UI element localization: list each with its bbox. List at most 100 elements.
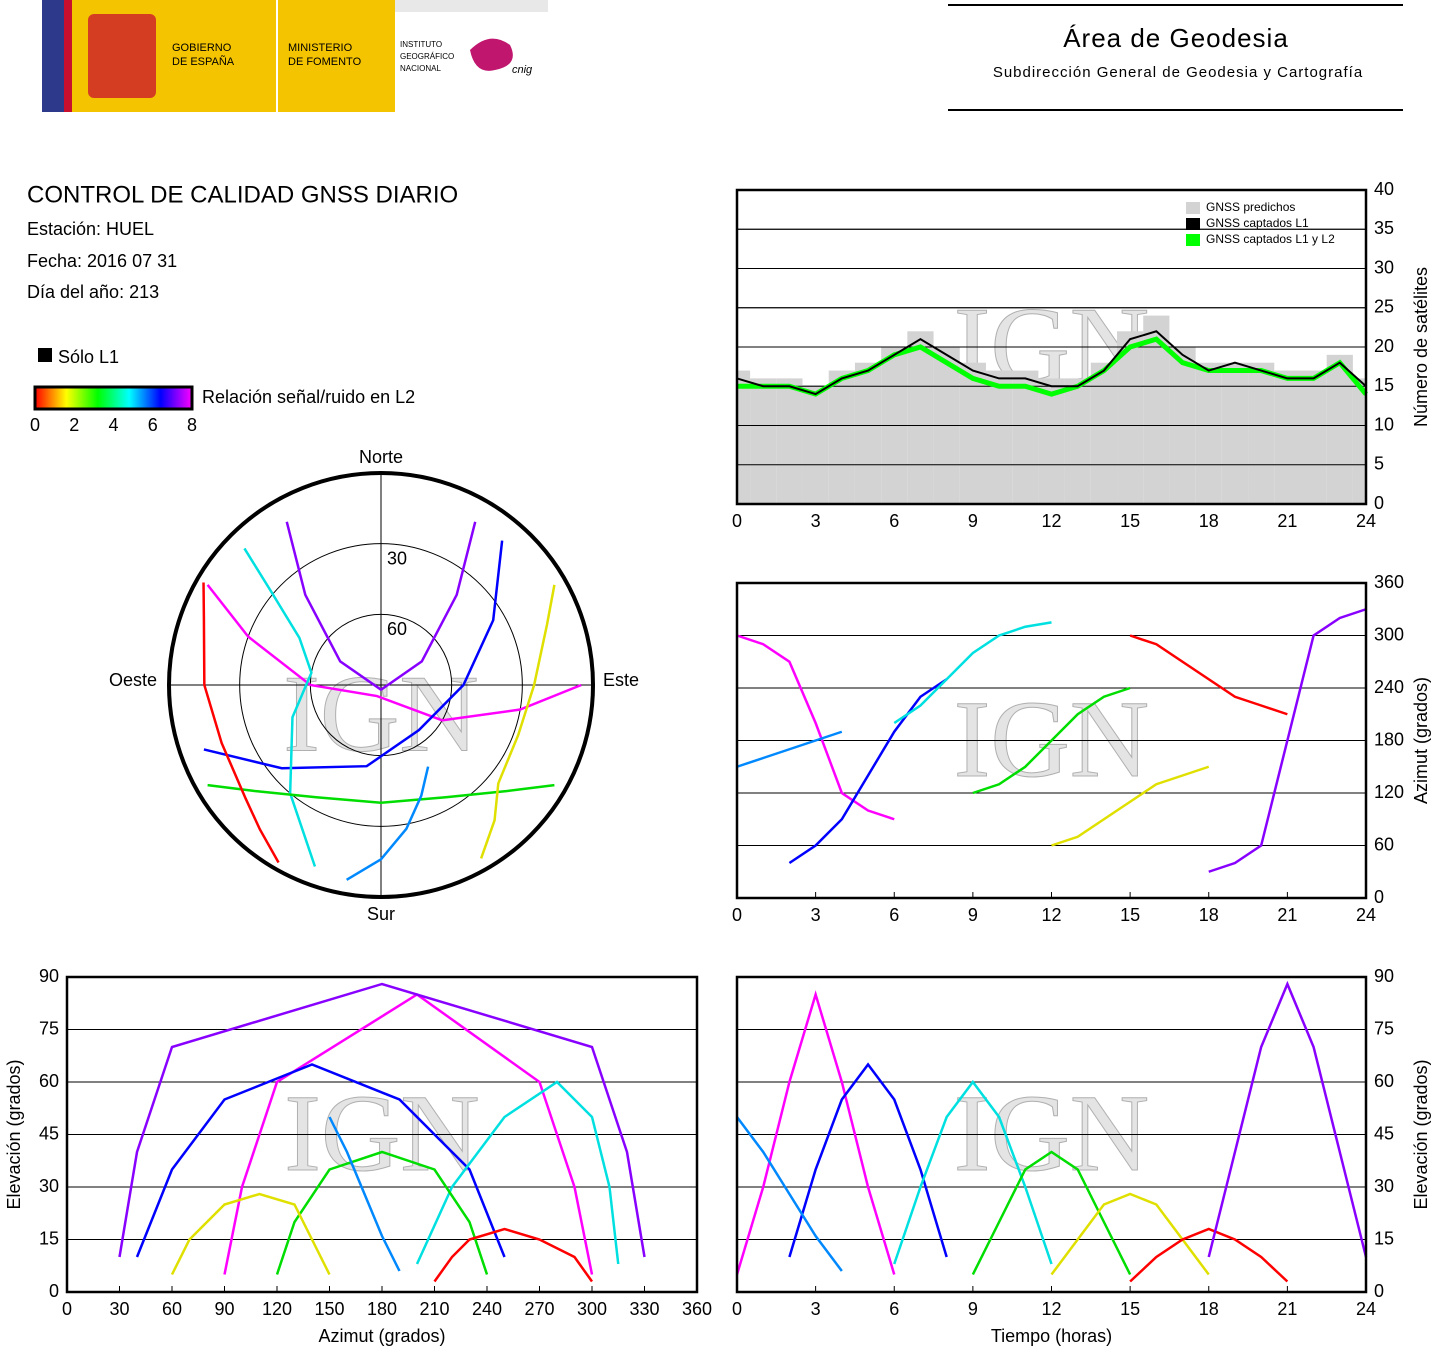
x-tick-label: 15 xyxy=(1120,905,1140,925)
direction-label: Norte xyxy=(359,447,403,467)
logo-block: GOBIERNO DE ESPAÑA MINISTERIO DE FOMENTO… xyxy=(42,0,548,112)
y-tick-label: 30 xyxy=(39,1176,59,1196)
predicted-bar xyxy=(1300,370,1327,504)
sky-track xyxy=(206,584,582,722)
x-tick-label: 150 xyxy=(314,1299,344,1319)
track xyxy=(788,678,948,865)
x-tick-label: 18 xyxy=(1199,511,1219,531)
track xyxy=(135,1063,506,1258)
x-axis-label: Tiempo (horas) xyxy=(991,1326,1112,1346)
colorbar-label: Relación señal/ruido en L2 xyxy=(202,387,415,407)
count-line xyxy=(736,330,1367,396)
predicted-bar xyxy=(1195,362,1222,504)
track xyxy=(1208,608,1367,873)
track xyxy=(893,1079,1053,1265)
x-tick-label: 3 xyxy=(811,905,821,925)
y-tick-label: 0 xyxy=(1374,493,1384,513)
plot-frame xyxy=(735,975,1368,1294)
legend-label: GNSS captados L1 xyxy=(1206,216,1309,230)
logo-text: GOBIERNO xyxy=(172,42,232,54)
track xyxy=(736,634,895,821)
y-tick-label: 5 xyxy=(1374,454,1384,474)
predicted-bar xyxy=(1274,370,1301,504)
y-tick-label: 20 xyxy=(1374,336,1394,356)
y-tick-label: 25 xyxy=(1374,297,1394,317)
predicted-bar xyxy=(985,370,1013,504)
x-tick-label: 12 xyxy=(1041,511,1061,531)
l1-swatch xyxy=(38,348,52,362)
x-tick-label: 18 xyxy=(1199,905,1219,925)
predicted-bar xyxy=(1012,370,1039,504)
y-tick-label: 75 xyxy=(39,1018,59,1038)
y-tick-label: 30 xyxy=(1374,257,1394,277)
x-tick-label: 9 xyxy=(968,905,978,925)
predicted-bar xyxy=(1352,378,1366,504)
track xyxy=(433,1227,594,1283)
track xyxy=(1129,1227,1289,1283)
x-tick-label: 0 xyxy=(732,905,742,925)
x-axis-label: Azimut (grados) xyxy=(318,1326,445,1346)
y-tick-label: 90 xyxy=(1374,966,1394,986)
x-tick-label: 6 xyxy=(889,905,899,925)
sky-track xyxy=(207,783,555,805)
track xyxy=(170,1192,331,1276)
x-tick-label: 360 xyxy=(682,1299,712,1319)
x-tick-label: 24 xyxy=(1356,1299,1376,1319)
sky-track xyxy=(203,540,504,770)
x-tick-label: 9 xyxy=(968,511,978,531)
y-tick-label: 0 xyxy=(1374,1281,1384,1301)
y-tick-label: 180 xyxy=(1374,729,1404,749)
y-tick-label: 45 xyxy=(1374,1123,1394,1143)
x-tick-label: 24 xyxy=(1356,905,1376,925)
y-axis-label: Elevación (grados) xyxy=(1411,1059,1431,1209)
logo-text: GEOGRÁFICO xyxy=(400,52,454,61)
predicted-bar xyxy=(1090,362,1118,504)
x-tick-label: 180 xyxy=(367,1299,397,1319)
x-tick-label: 21 xyxy=(1277,511,1297,531)
x-tick-label: 6 xyxy=(889,511,899,531)
track xyxy=(275,1150,489,1275)
logo-text: cnig xyxy=(512,64,533,76)
predicted-bar xyxy=(737,370,751,504)
y-tick-label: 35 xyxy=(1374,218,1394,238)
x-tick-label: 330 xyxy=(629,1299,659,1319)
x-tick-label: 3 xyxy=(811,1299,821,1319)
sky-track xyxy=(345,766,430,881)
track xyxy=(1129,634,1288,716)
y-tick-label: 75 xyxy=(1374,1018,1394,1038)
colorbar-tick-label: 2 xyxy=(69,415,79,435)
sky-track xyxy=(479,584,556,859)
predicted-bar xyxy=(907,331,934,504)
ring-label: 30 xyxy=(387,548,407,568)
y-axis-label: Azimut (grados) xyxy=(1411,677,1431,804)
x-tick-label: 120 xyxy=(262,1299,292,1319)
y-tick-label: 10 xyxy=(1374,414,1394,434)
x-tick-label: 21 xyxy=(1277,905,1297,925)
logo-text: MINISTERIO xyxy=(288,42,353,54)
track xyxy=(736,730,843,768)
colorbar xyxy=(33,385,194,411)
report-date: Fecha: 2016 07 31 xyxy=(27,251,177,271)
sky-track xyxy=(202,582,280,864)
y-tick-label: 60 xyxy=(1374,1071,1394,1091)
logo-text: DE FOMENTO xyxy=(288,56,362,68)
sky-track xyxy=(243,547,317,867)
header-subtitle: Subdirección General de Geodesia y Carto… xyxy=(993,64,1363,81)
x-tick-label: 30 xyxy=(109,1299,129,1319)
logo-text: NACIONAL xyxy=(400,64,441,73)
track xyxy=(893,621,1052,725)
ring-label: 60 xyxy=(387,619,407,639)
track xyxy=(972,686,1131,795)
x-tick-label: 60 xyxy=(162,1299,182,1319)
x-tick-label: 15 xyxy=(1120,1299,1140,1319)
x-tick-label: 3 xyxy=(811,511,821,531)
x-tick-label: 18 xyxy=(1199,1299,1219,1319)
predicted-bar xyxy=(802,386,829,504)
plot-frame xyxy=(735,188,1368,506)
y-tick-label: 120 xyxy=(1374,782,1404,802)
direction-label: Oeste xyxy=(109,670,157,690)
x-tick-label: 24 xyxy=(1356,511,1376,531)
track xyxy=(735,1116,843,1272)
logo-text: DE ESPAÑA xyxy=(172,55,235,68)
